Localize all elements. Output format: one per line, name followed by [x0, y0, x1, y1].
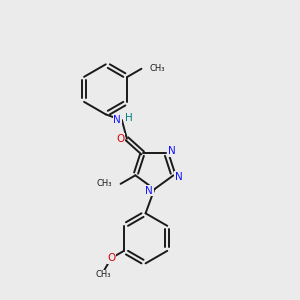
- Text: H: H: [125, 113, 133, 123]
- Text: CH₃: CH₃: [95, 270, 111, 279]
- Text: N: N: [168, 146, 176, 157]
- Text: N: N: [113, 115, 121, 125]
- Text: O: O: [116, 134, 124, 144]
- Text: O: O: [107, 253, 115, 263]
- Text: CH₃: CH₃: [97, 179, 112, 188]
- Text: N: N: [175, 172, 183, 182]
- Text: CH₃: CH₃: [150, 64, 165, 73]
- Text: N: N: [145, 186, 153, 196]
